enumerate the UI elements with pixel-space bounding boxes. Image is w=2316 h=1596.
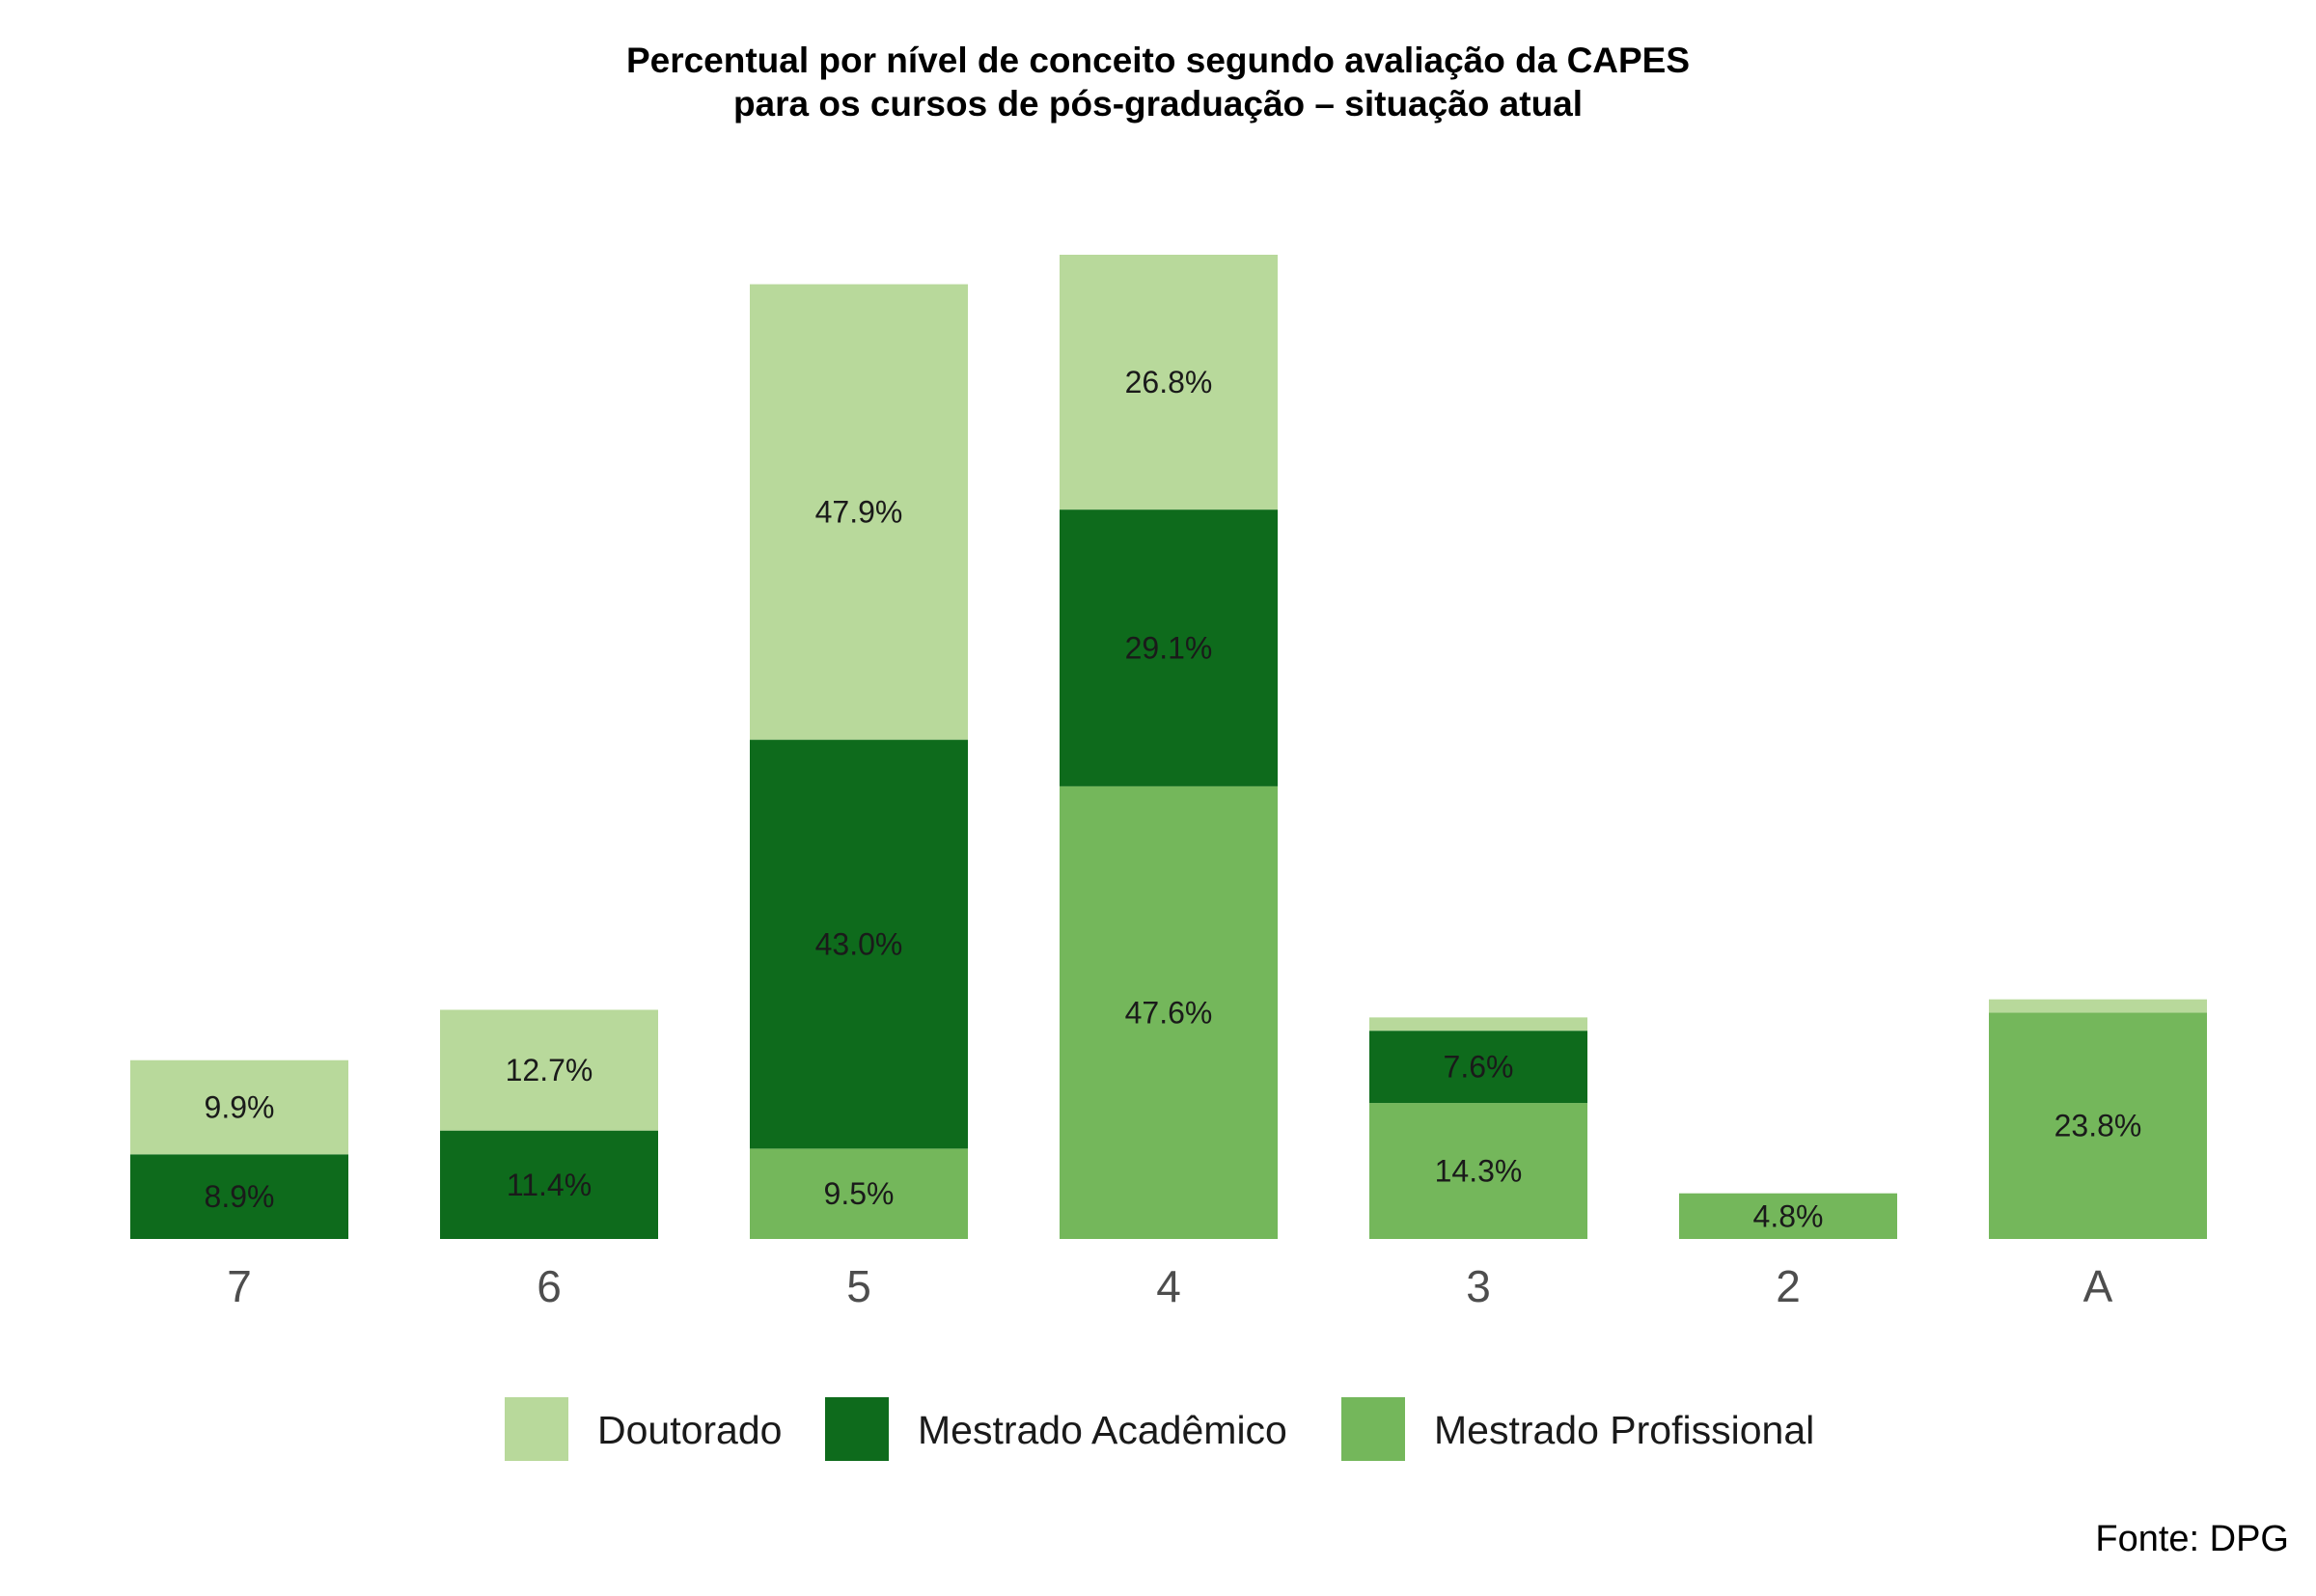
x-tick-label: 4	[1156, 1261, 1181, 1311]
chart-title: Percentual por nível de conceito segundo…	[626, 41, 1690, 80]
bar-doutorado-7	[130, 1059, 348, 1155]
legend-label-mestrado-academico: Mestrado Acadêmico	[918, 1408, 1287, 1452]
x-tick-label: 2	[1776, 1261, 1801, 1311]
bar-doutorado-4	[1060, 255, 1278, 510]
bar-doutorado-6	[440, 1009, 658, 1131]
bars-layer	[130, 255, 2207, 1239]
legend-swatch-mestrado-profissional	[1341, 1397, 1405, 1461]
bar-label-mestrado-academico-6: 11.4%	[507, 1168, 592, 1202]
bar-mestrado-academico-6	[440, 1130, 658, 1239]
bar-label-doutorado-5: 47.9%	[815, 495, 903, 530]
x-tick-label: A	[2083, 1261, 2113, 1311]
bar-doutorado-A	[1989, 999, 2207, 1013]
bar-label-mestrado-profissional-A: 23.8%	[2054, 1109, 2142, 1143]
bar-label-mestrado-profissional-3: 14.3%	[1435, 1154, 1523, 1189]
bar-mestrado-academico-5	[750, 739, 968, 1149]
bar-label-mestrado-profissional-2: 4.8%	[1753, 1198, 1824, 1233]
x-tick-label: 5	[846, 1261, 871, 1311]
bar-label-doutorado-6: 12.7%	[506, 1053, 593, 1087]
bar-mestrado-profissional-5	[750, 1148, 968, 1239]
bar-label-mestrado-academico-5: 43.0%	[815, 926, 903, 961]
legend: Doutorado Mestrado Acadêmico Mestrado Prof…	[505, 1397, 1814, 1461]
bar-mestrado-academico-4	[1060, 509, 1278, 786]
x-axis-ticks: 7 6 5 4 3 2 A	[227, 1261, 2112, 1311]
bar-mestrado-academico-3	[1369, 1031, 1587, 1104]
bar-label-doutorado-4: 26.8%	[1125, 365, 1213, 399]
bar-label-mestrado-profissional-4: 47.6%	[1125, 995, 1213, 1030]
bar-labels-layer: 8.9% 9.9% 11.4% 12.7% 9.5% 43.0% 47.9% 47.6% 29.…	[205, 365, 2142, 1233]
bar-label-mestrado-profissional-5: 9.5%	[824, 1176, 895, 1211]
x-tick-label: 3	[1466, 1261, 1491, 1311]
legend-swatch-mestrado-academico	[825, 1397, 889, 1461]
bar-doutorado-3	[1369, 1017, 1587, 1032]
chart-caption: Fonte: DPG	[2095, 1519, 2289, 1559]
legend-swatch-doutorado	[505, 1397, 568, 1461]
bar-mestrado-profissional-A	[1989, 1012, 2207, 1239]
bar-mestrado-profissional-3	[1369, 1103, 1587, 1239]
bar-label-mestrado-academico-7: 8.9%	[205, 1179, 275, 1214]
bar-label-mestrado-academico-4: 29.1%	[1125, 631, 1213, 666]
bar-label-doutorado-7: 9.9%	[205, 1090, 275, 1125]
legend-label-doutorado: Doutorado	[597, 1408, 782, 1452]
legend-label-mestrado-profissional: Mestrado Profissional	[1434, 1408, 1814, 1452]
chart-subtitle: para os cursos de pós-graduação – situaç…	[733, 84, 1583, 124]
bar-doutorado-5	[750, 284, 968, 740]
x-tick-label: 7	[227, 1261, 252, 1311]
x-tick-label: 6	[537, 1261, 562, 1311]
bar-mestrado-academico-7	[130, 1154, 348, 1239]
bar-mestrado-profissional-4	[1060, 785, 1278, 1239]
bar-mestrado-profissional-2	[1679, 1193, 1897, 1239]
bar-label-mestrado-academico-3: 7.6%	[1444, 1050, 1514, 1085]
